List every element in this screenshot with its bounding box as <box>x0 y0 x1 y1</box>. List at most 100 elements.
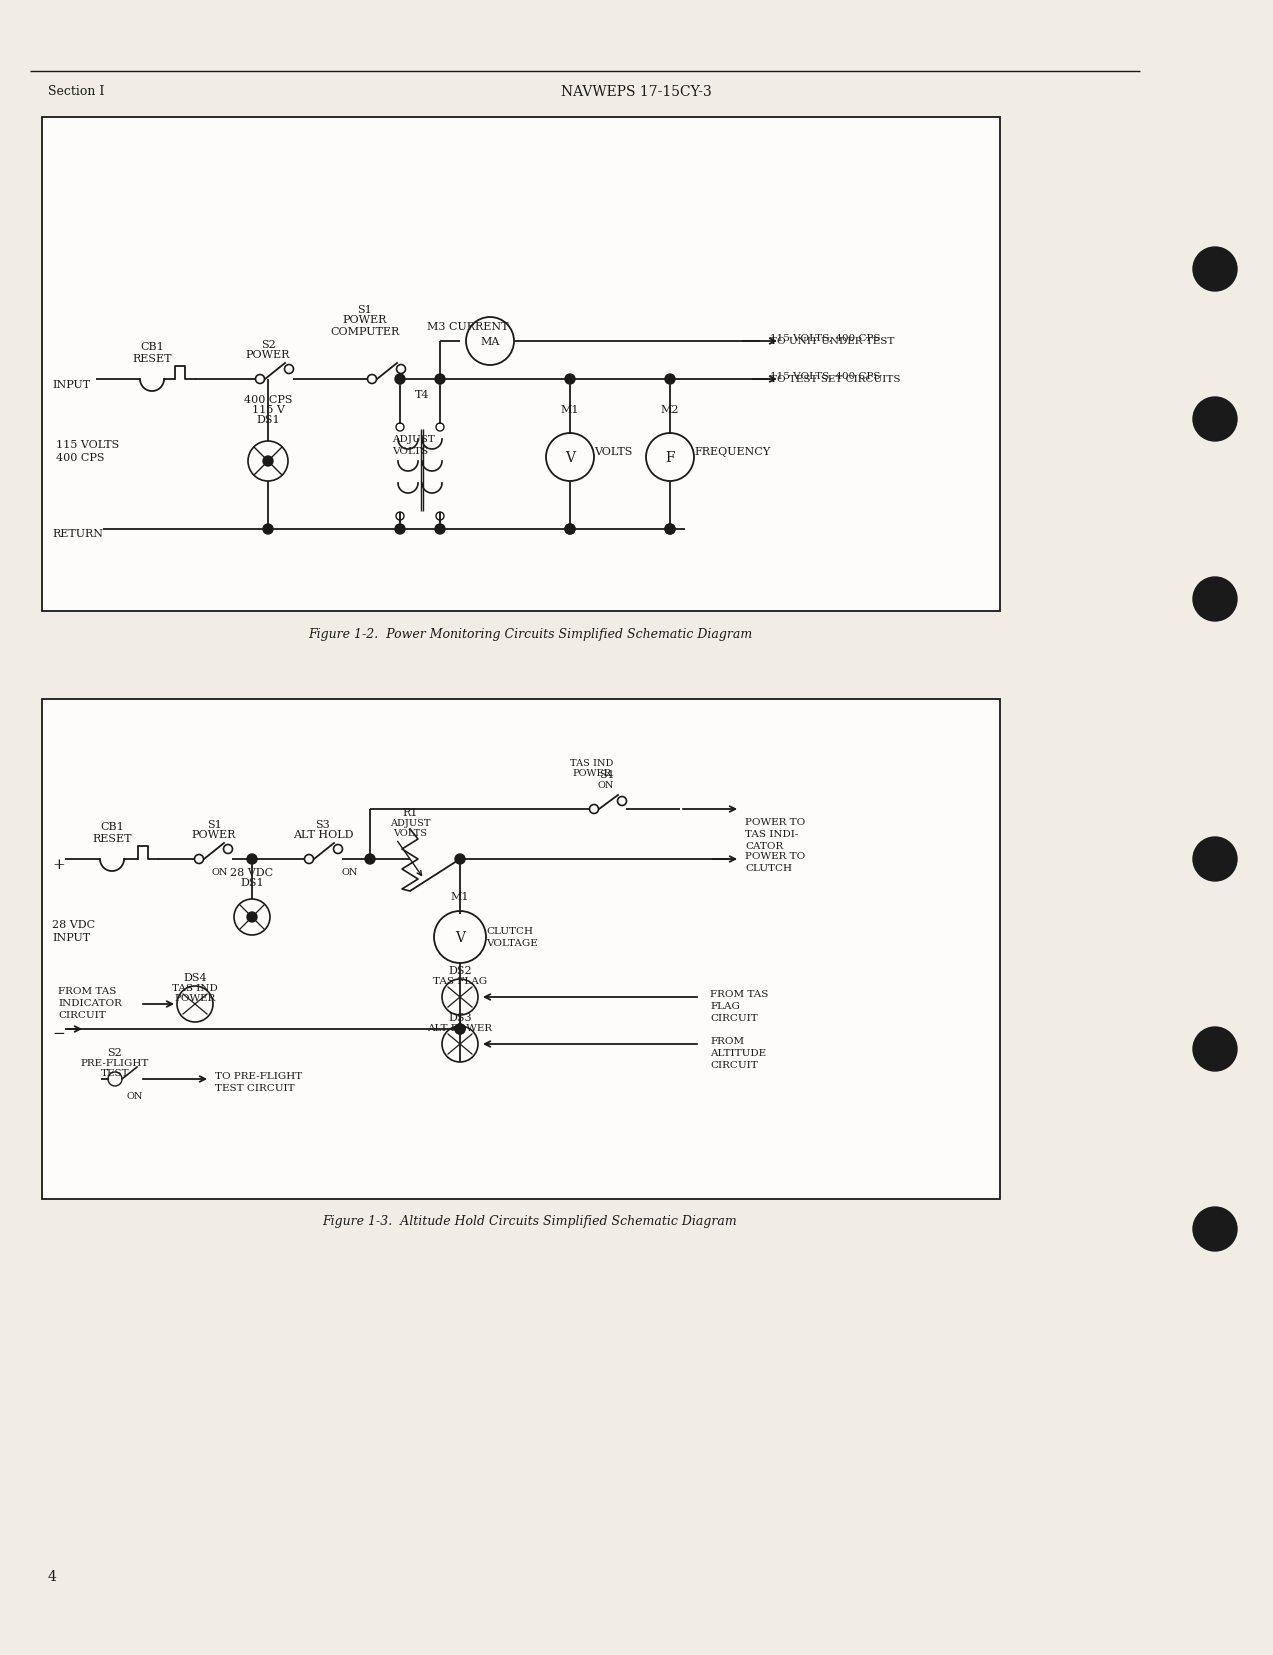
Text: 115 VOLTS, 400 CPS: 115 VOLTS, 400 CPS <box>770 334 881 343</box>
Text: POWER TO: POWER TO <box>745 851 806 861</box>
Text: CLUTCH: CLUTCH <box>486 927 533 937</box>
Text: 400 CPS: 400 CPS <box>56 453 104 463</box>
Text: R1: R1 <box>402 808 418 818</box>
Text: 115 V: 115 V <box>252 405 284 415</box>
Text: POWER: POWER <box>174 993 215 1003</box>
Text: −: − <box>52 1026 65 1041</box>
Text: POWER: POWER <box>246 349 290 359</box>
Text: +: + <box>52 857 65 872</box>
Bar <box>42 700 1001 1200</box>
Text: M3 CURRENT: M3 CURRENT <box>428 321 509 331</box>
Text: 4: 4 <box>48 1569 57 1584</box>
Text: S4: S4 <box>598 770 614 780</box>
Text: FROM: FROM <box>710 1036 745 1046</box>
Text: INPUT: INPUT <box>52 379 90 391</box>
Circle shape <box>665 374 675 384</box>
Circle shape <box>1193 837 1237 882</box>
Circle shape <box>454 1024 465 1034</box>
Text: CIRCUIT: CIRCUIT <box>710 1013 757 1023</box>
Text: 28 VDC: 28 VDC <box>230 867 274 877</box>
Text: ON: ON <box>211 867 228 877</box>
Text: CIRCUIT: CIRCUIT <box>59 1011 106 1019</box>
Circle shape <box>454 854 465 864</box>
Text: CLUTCH: CLUTCH <box>745 864 792 872</box>
Text: 115 VOLTS: 115 VOLTS <box>56 440 120 450</box>
Text: MA: MA <box>480 338 500 348</box>
Circle shape <box>565 374 575 384</box>
Text: RESET: RESET <box>132 354 172 364</box>
Circle shape <box>565 525 575 535</box>
Text: V: V <box>565 450 575 465</box>
Text: CATOR: CATOR <box>745 841 783 851</box>
Circle shape <box>665 525 675 535</box>
Text: ON: ON <box>127 1091 143 1101</box>
Text: TO UNIT UNDER TEST: TO UNIT UNDER TEST <box>770 338 895 346</box>
Text: TAS IND: TAS IND <box>570 758 614 768</box>
Text: INPUT: INPUT <box>52 932 90 942</box>
Circle shape <box>395 525 405 535</box>
Text: Figure 1-2.  Power Monitoring Circuits Simplified Schematic Diagram: Figure 1-2. Power Monitoring Circuits Si… <box>308 627 752 640</box>
Text: DS1: DS1 <box>241 877 264 887</box>
Text: VOLTAGE: VOLTAGE <box>486 938 537 948</box>
Circle shape <box>1193 248 1237 291</box>
Text: M1: M1 <box>451 892 470 902</box>
Text: Figure 1-3.  Altitude Hold Circuits Simplified Schematic Diagram: Figure 1-3. Altitude Hold Circuits Simpl… <box>322 1215 737 1228</box>
Text: CB1: CB1 <box>101 821 123 831</box>
Text: CIRCUIT: CIRCUIT <box>710 1061 757 1069</box>
Circle shape <box>395 374 405 384</box>
Text: ADJUST: ADJUST <box>390 819 430 828</box>
Text: F: F <box>666 450 675 465</box>
Text: M1: M1 <box>560 405 579 415</box>
Text: TEST CIRCUIT: TEST CIRCUIT <box>215 1084 294 1092</box>
Text: S2: S2 <box>261 339 275 349</box>
Text: TO TEST SET CIRCUITS: TO TEST SET CIRCUITS <box>770 374 900 384</box>
Text: RESET: RESET <box>92 834 131 844</box>
Text: TO PRE-FLIGHT: TO PRE-FLIGHT <box>215 1071 302 1081</box>
Text: S2: S2 <box>108 1048 122 1058</box>
Text: 115 VOLTS, 400 CPS: 115 VOLTS, 400 CPS <box>770 372 881 381</box>
Circle shape <box>264 525 272 535</box>
Text: S1: S1 <box>358 305 373 314</box>
Text: VOLTS: VOLTS <box>392 447 428 455</box>
Text: POWER: POWER <box>342 314 387 324</box>
Text: NAVWEPS 17-15CY-3: NAVWEPS 17-15CY-3 <box>560 84 712 99</box>
Text: DS3: DS3 <box>448 1013 472 1023</box>
Text: INDICATOR: INDICATOR <box>59 998 122 1008</box>
Text: M2: M2 <box>661 405 680 415</box>
Text: 28 VDC: 28 VDC <box>52 920 95 930</box>
Circle shape <box>435 525 446 535</box>
Text: DS2: DS2 <box>448 965 472 975</box>
Text: 400 CPS: 400 CPS <box>243 396 293 405</box>
Text: V: V <box>454 930 465 945</box>
Text: DS1: DS1 <box>256 415 280 425</box>
Text: TEST: TEST <box>101 1069 130 1077</box>
Text: POWER: POWER <box>192 829 237 839</box>
Text: S3: S3 <box>316 819 331 829</box>
Circle shape <box>565 525 575 535</box>
Circle shape <box>665 525 675 535</box>
Circle shape <box>454 1024 465 1034</box>
Text: VOLTS: VOLTS <box>594 447 633 457</box>
Text: PRE-FLIGHT: PRE-FLIGHT <box>80 1058 149 1067</box>
Text: ALTITUDE: ALTITUDE <box>710 1048 766 1058</box>
Text: TAS INDI-: TAS INDI- <box>745 829 798 839</box>
Text: ADJUST: ADJUST <box>392 435 435 444</box>
Text: DS4: DS4 <box>183 973 206 983</box>
Text: CB1: CB1 <box>140 343 164 353</box>
Circle shape <box>435 374 446 384</box>
Text: FREQUENCY: FREQUENCY <box>694 447 770 457</box>
Bar <box>42 118 1001 612</box>
Text: Section I: Section I <box>48 84 104 98</box>
Text: FROM TAS: FROM TAS <box>710 990 769 998</box>
Circle shape <box>1193 1206 1237 1251</box>
Text: COMPUTER: COMPUTER <box>331 326 400 338</box>
Circle shape <box>1193 1028 1237 1071</box>
Circle shape <box>264 457 272 467</box>
Circle shape <box>247 912 257 922</box>
Circle shape <box>365 854 376 864</box>
Text: POWER TO: POWER TO <box>745 818 806 826</box>
Text: RETURN: RETURN <box>52 528 103 538</box>
Text: T4: T4 <box>415 391 429 401</box>
Circle shape <box>247 854 257 864</box>
Text: S1: S1 <box>206 819 222 829</box>
